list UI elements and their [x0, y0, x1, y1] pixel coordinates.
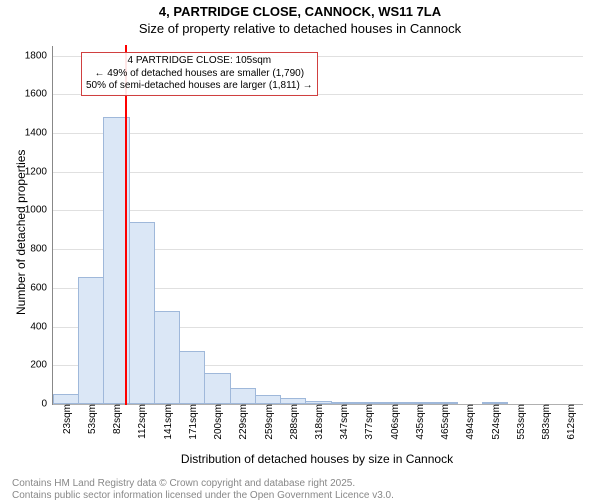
x-tick-label: 435sqm — [415, 404, 426, 440]
x-tick-label: 23sqm — [62, 404, 73, 434]
x-tick-label: 141sqm — [163, 404, 174, 440]
copyright-line1: Contains HM Land Registry data © Crown c… — [12, 478, 394, 490]
x-tick-label: 524sqm — [491, 404, 502, 440]
x-tick-label: 288sqm — [289, 404, 300, 440]
x-tick-label: 318sqm — [314, 404, 325, 440]
histogram-plot: 02004006008001000120014001600180023sqm53… — [52, 46, 583, 405]
annotation-line: 50% of semi-detached houses are larger (… — [86, 80, 313, 93]
y-tick-label: 200 — [30, 360, 53, 371]
x-tick-label: 377sqm — [364, 404, 375, 440]
copyright-line2: Contains public sector information licen… — [12, 490, 394, 502]
histogram-bar — [129, 222, 155, 404]
title-line2: Size of property relative to detached ho… — [0, 21, 600, 36]
y-tick-label: 1600 — [25, 89, 53, 100]
gridline-h — [53, 210, 583, 211]
annotation-box: 4 PARTRIDGE CLOSE: 105sqm← 49% of detach… — [81, 52, 318, 96]
x-tick-label: 406sqm — [390, 404, 401, 440]
property-marker-line — [125, 45, 127, 405]
annotation-line: 4 PARTRIDGE CLOSE: 105sqm — [86, 55, 313, 68]
x-tick-label: 171sqm — [188, 404, 199, 440]
y-tick-label: 600 — [30, 282, 53, 293]
x-tick-label: 347sqm — [339, 404, 350, 440]
gridline-h — [53, 172, 583, 173]
histogram-bar — [204, 373, 230, 404]
x-tick-label: 112sqm — [137, 404, 148, 439]
title-line1: 4, PARTRIDGE CLOSE, CANNOCK, WS11 7LA — [0, 4, 600, 19]
x-tick-label: 229sqm — [238, 404, 249, 440]
chart-title: 4, PARTRIDGE CLOSE, CANNOCK, WS11 7LA Si… — [0, 4, 600, 36]
histogram-bar — [154, 311, 180, 404]
x-tick-label: 53sqm — [87, 404, 98, 434]
x-tick-label: 583sqm — [541, 404, 552, 440]
y-tick-label: 1800 — [25, 50, 53, 61]
y-tick-label: 1200 — [25, 166, 53, 177]
x-axis-label: Distribution of detached houses by size … — [52, 452, 582, 466]
histogram-bar — [53, 394, 79, 404]
x-tick-label: 612sqm — [566, 404, 577, 440]
y-tick-label: 1400 — [25, 128, 53, 139]
y-tick-label: 400 — [30, 321, 53, 332]
y-tick-label: 800 — [30, 244, 53, 255]
x-tick-label: 82sqm — [112, 404, 123, 434]
annotation-line: ← 49% of detached houses are smaller (1,… — [86, 68, 313, 81]
histogram-bar — [230, 388, 256, 404]
x-tick-label: 200sqm — [213, 404, 224, 440]
x-tick-label: 494sqm — [465, 404, 476, 440]
histogram-bar — [255, 395, 281, 404]
y-tick-label: 1000 — [25, 205, 53, 216]
x-tick-label: 553sqm — [516, 404, 527, 440]
copyright-notice: Contains HM Land Registry data © Crown c… — [12, 478, 394, 502]
x-tick-label: 465sqm — [440, 404, 451, 440]
x-tick-label: 259sqm — [264, 404, 275, 440]
histogram-bar — [179, 351, 205, 404]
histogram-bar — [78, 277, 104, 404]
gridline-h — [53, 133, 583, 134]
y-tick-label: 0 — [41, 399, 53, 410]
y-axis-label: Number of detached properties — [14, 150, 28, 315]
